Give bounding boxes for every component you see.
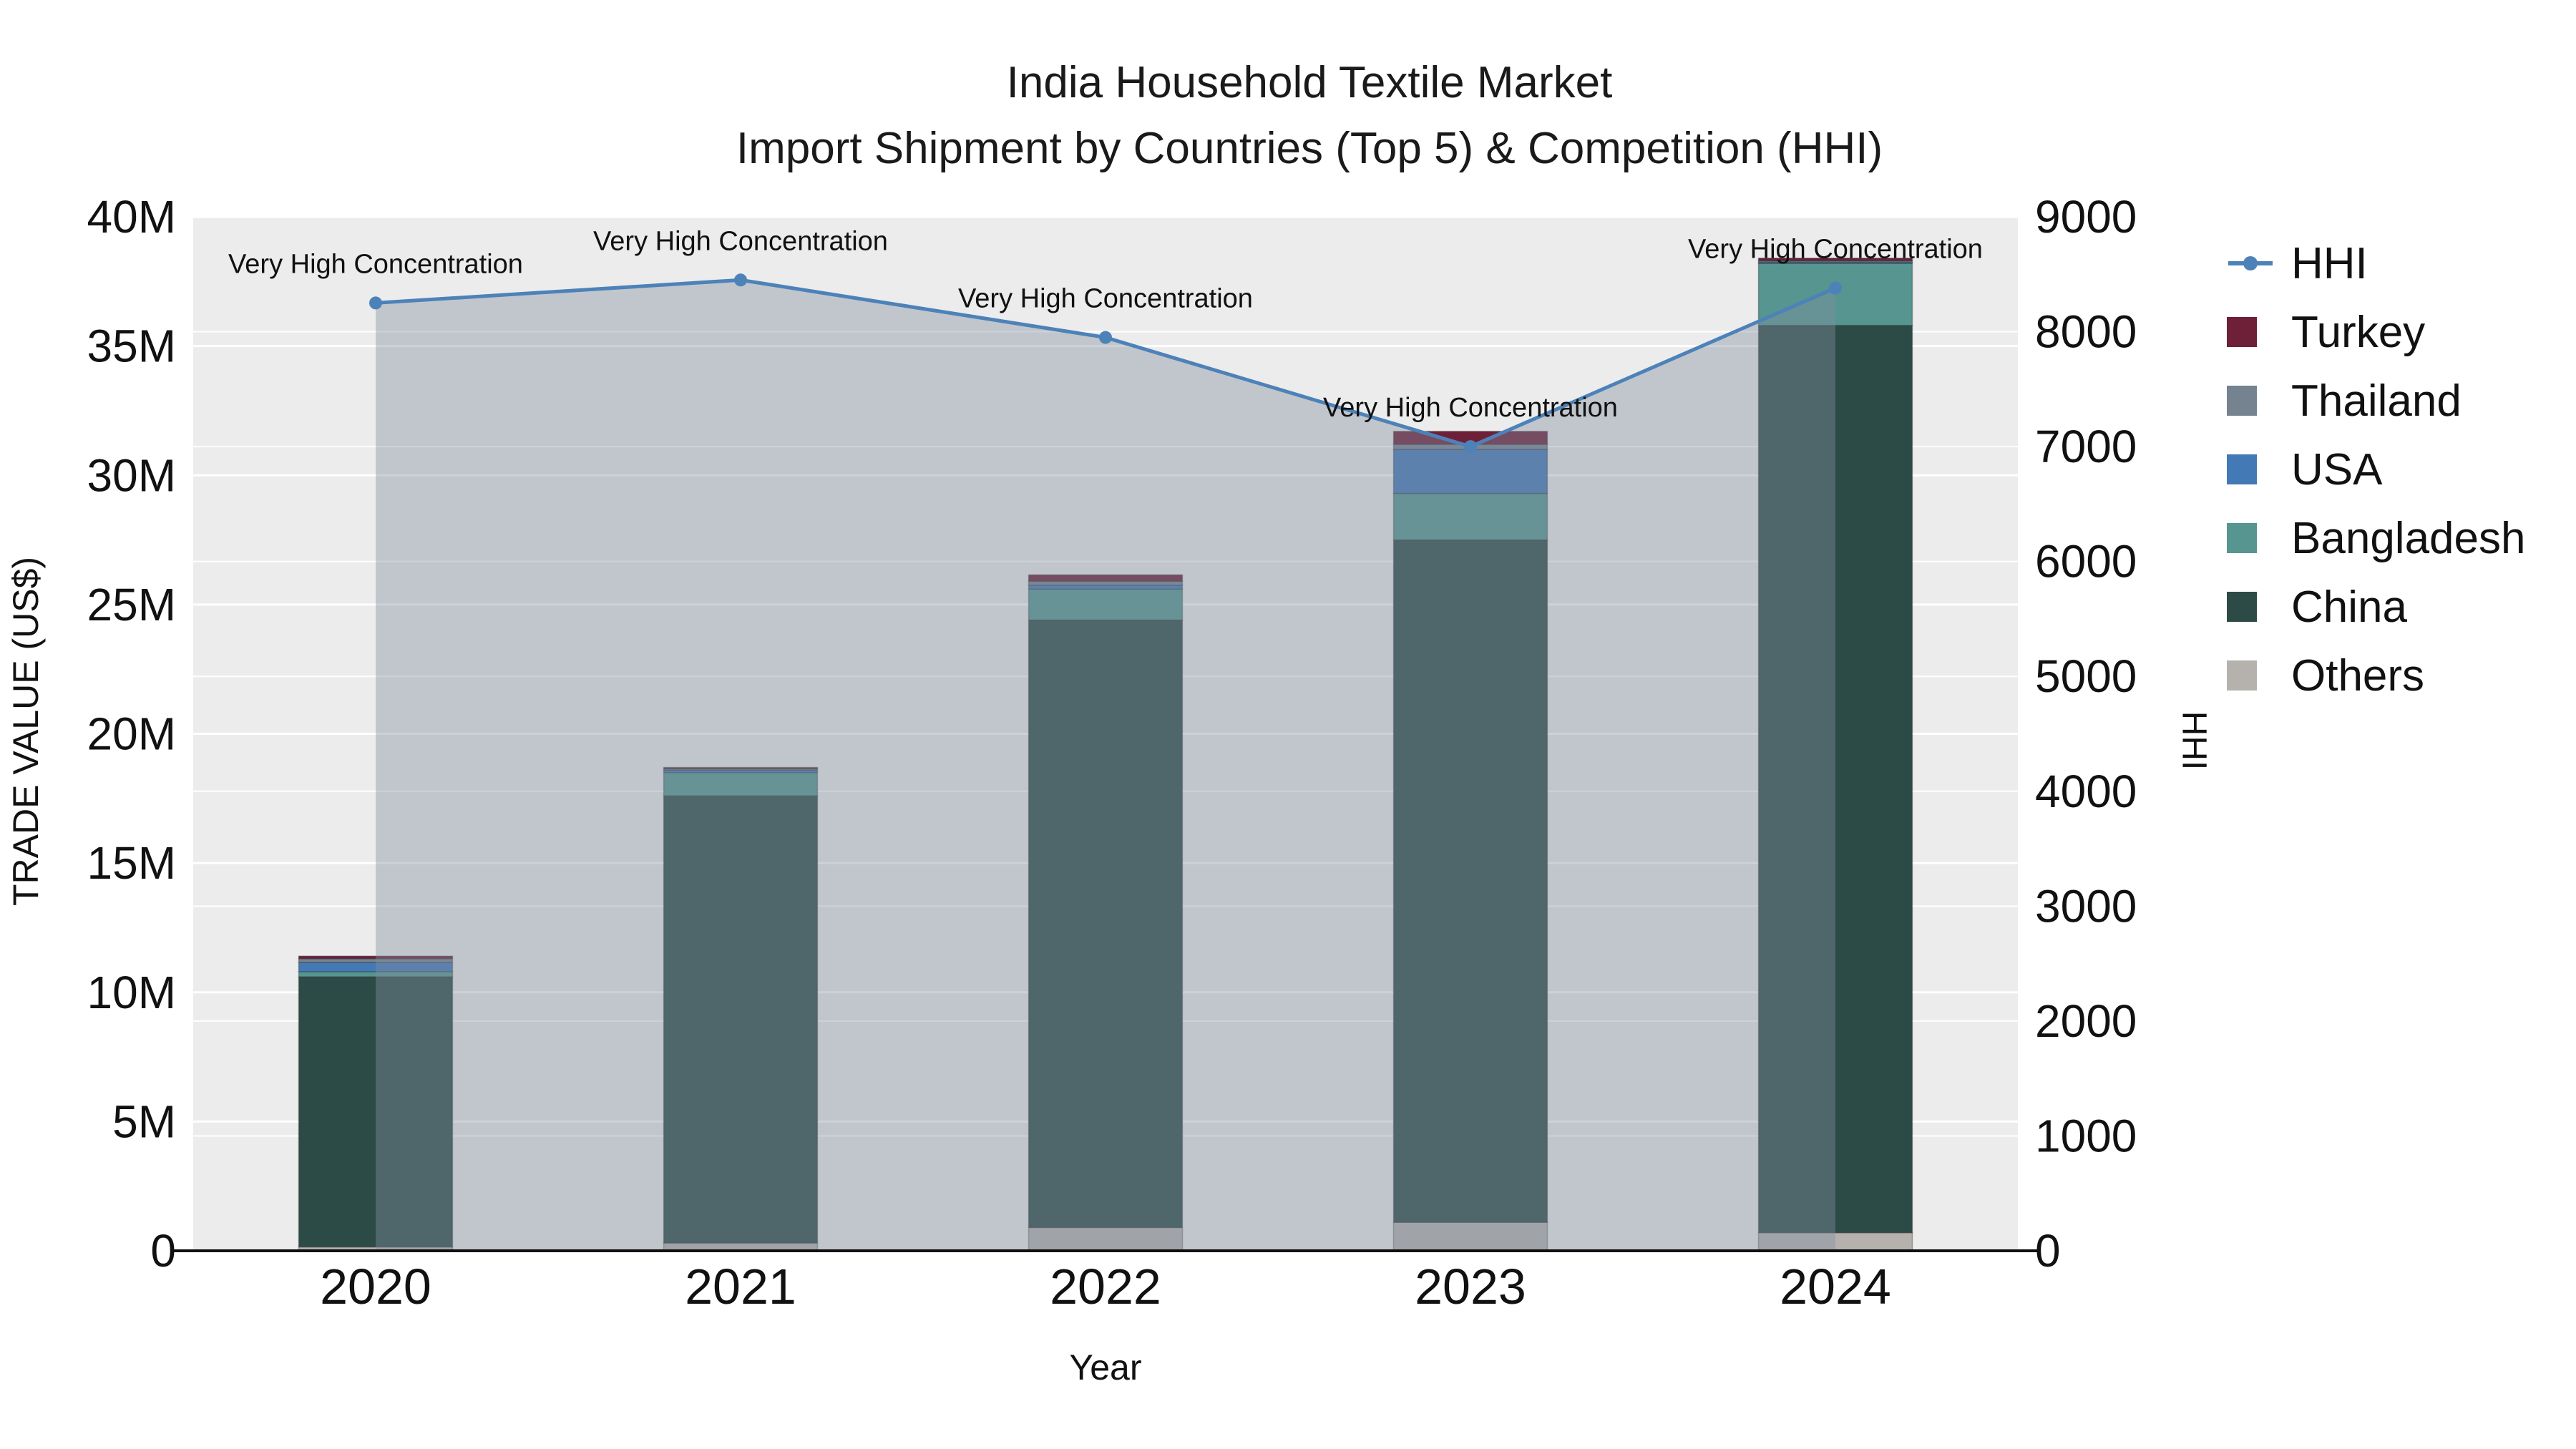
annotation-2024: Very High Concentration	[1688, 235, 1983, 265]
y-right-tick-label: 2000	[2035, 995, 2137, 1047]
hhi-point-2021[interactable]	[734, 273, 747, 287]
y-right-tick-label: 8000	[2035, 306, 2137, 358]
y-right-tick-label: 7000	[2035, 421, 2137, 472]
y-axis-title-left: TRADE VALUE (US$)	[6, 556, 46, 907]
chart-subtitle: Import Shipment by Countries (Top 5) & C…	[736, 124, 1883, 173]
hhi-point-2020[interactable]	[369, 296, 382, 310]
annotation-2022: Very High Concentration	[958, 284, 1253, 314]
bar-segment-thailand-2024[interactable]	[1757, 260, 1913, 263]
bar-segment-turkey-2022[interactable]	[1028, 574, 1184, 582]
bar-segment-usa-2023[interactable]	[1392, 449, 1548, 494]
y-right-tick-label: 9000	[2035, 191, 2137, 243]
chart-title-block: India Household Textile Market Import Sh…	[43, 50, 2576, 182]
y-left-tick-label: 25M	[87, 579, 177, 630]
y-left-tick-label: 35M	[87, 321, 177, 372]
bar-segment-china-2024[interactable]	[1757, 324, 1913, 1234]
legend-item-others[interactable]: Others	[2227, 647, 2526, 704]
legend-label: Turkey	[2291, 307, 2426, 357]
x-tick-label-2021: 2021	[685, 1259, 796, 1314]
bar-segment-china-2022[interactable]	[1028, 619, 1184, 1229]
chart-title: India Household Textile Market	[1006, 58, 1613, 107]
bar-segment-china-2020[interactable]	[298, 976, 454, 1248]
legend-label: Thailand	[2291, 376, 2462, 426]
legend-swatch-icon	[2227, 523, 2274, 553]
bar-segment-turkey-2024[interactable]	[1757, 258, 1913, 262]
y-right-tick-label: 4000	[2035, 766, 2137, 817]
hhi-area-fill	[376, 280, 1835, 1251]
legend-label: HHI	[2291, 238, 2368, 288]
legend-item-turkey[interactable]: Turkey	[2227, 303, 2526, 361]
legend-swatch-icon	[2227, 317, 2274, 347]
y-right-tick-label: 5000	[2035, 650, 2137, 702]
x-tick-label-2024: 2024	[1780, 1259, 1891, 1314]
y-right-tick-label: 3000	[2035, 880, 2137, 932]
legend-item-thailand[interactable]: Thailand	[2227, 372, 2526, 429]
y-right-tick-label: 0	[2035, 1225, 2061, 1277]
hhi-point-2023[interactable]	[1464, 440, 1477, 454]
y-axis-title-right: HHI	[2175, 711, 2213, 771]
x-axis-title: Year	[1069, 1347, 1142, 1387]
legend-swatch-icon	[2227, 454, 2274, 484]
y-left-tick-label: 20M	[87, 708, 177, 760]
annotation-2023: Very High Concentration	[1323, 393, 1618, 423]
legend-line-marker-icon	[2227, 248, 2274, 279]
y-left-tick-label: 40M	[87, 191, 177, 243]
y-left-tick-label: 0	[150, 1225, 176, 1277]
legend-label: Others	[2291, 650, 2425, 701]
bar-segment-others-2023[interactable]	[1392, 1221, 1548, 1252]
legend-item-bangladesh[interactable]: Bangladesh	[2227, 509, 2526, 567]
bar-segment-turkey-2020[interactable]	[298, 955, 454, 960]
annotation-2021: Very High Concentration	[593, 226, 888, 256]
legend-item-hhi[interactable]: HHI	[2227, 235, 2526, 292]
x-tick-label-2020: 2020	[320, 1259, 431, 1314]
hhi-point-2024[interactable]	[1829, 281, 1842, 295]
bar-segment-china-2021[interactable]	[663, 795, 819, 1244]
legend-item-usa[interactable]: USA	[2227, 441, 2526, 498]
bar-segment-bangladesh-2021[interactable]	[663, 771, 819, 796]
legend-swatch-icon	[2227, 386, 2274, 416]
hhi-point-2022[interactable]	[1099, 331, 1112, 344]
y-left-tick-label: 10M	[87, 967, 177, 1018]
bar-segment-bangladesh-2022[interactable]	[1028, 588, 1184, 621]
legend-label: China	[2291, 582, 2407, 632]
y-left-tick-label: 30M	[87, 449, 177, 501]
legend: HHI Turkey Thailand USA Bangladesh China Other…	[2227, 235, 2526, 704]
bar-segment-turkey-2021[interactable]	[663, 766, 819, 770]
x-tick-label-2022: 2022	[1050, 1259, 1161, 1314]
legend-swatch-icon	[2227, 660, 2274, 691]
legend-item-china[interactable]: China	[2227, 578, 2526, 635]
x-tick-label-2023: 2023	[1415, 1259, 1526, 1314]
annotation-2020: Very High Concentration	[228, 249, 523, 279]
legend-label: Bangladesh	[2291, 513, 2526, 563]
y-left-tick-label: 5M	[112, 1096, 176, 1147]
bar-segment-others-2024[interactable]	[1757, 1231, 1913, 1252]
y-right-tick-label: 1000	[2035, 1110, 2137, 1161]
legend-swatch-icon	[2227, 592, 2274, 622]
bar-segment-usa-2020[interactable]	[298, 962, 454, 972]
y-left-tick-label: 15M	[87, 837, 177, 889]
legend-label: USA	[2291, 444, 2383, 494]
bar-segment-bangladesh-2023[interactable]	[1392, 492, 1548, 541]
y-right-tick-label: 6000	[2035, 536, 2137, 587]
